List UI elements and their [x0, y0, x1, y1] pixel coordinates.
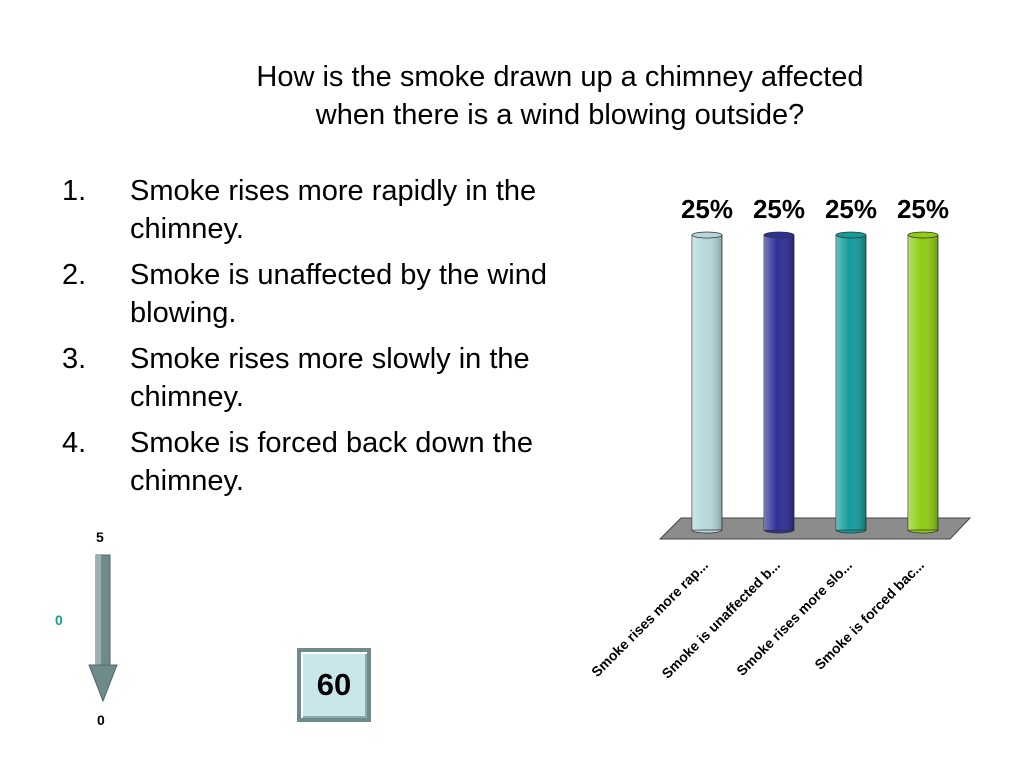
- answer-item-4: 4. Smoke is forced back down the chimney…: [62, 424, 562, 500]
- chart-value-label: 25%: [897, 194, 949, 224]
- answer-number: 3.: [62, 343, 87, 375]
- answer-text: Smoke is forced back down the chimney.: [130, 427, 533, 497]
- response-bar-chart: 25% 25% 25% 25% Smoke rises more rap...Smok…: [588, 194, 972, 682]
- countdown-timer: 60: [297, 648, 371, 722]
- answer-number: 1.: [62, 175, 87, 207]
- countdown-max-label: 5: [96, 529, 104, 545]
- chart-category-label: Smoke rises more rap...: [588, 557, 711, 680]
- answer-number: 2.: [62, 259, 87, 291]
- chart-category-label: Smoke rises more slo...: [733, 557, 855, 679]
- answer-item-3: 3. Smoke rises more slowly in the chimne…: [62, 340, 562, 416]
- answer-text: Smoke is unaffected by the wind blowing.: [130, 259, 547, 329]
- chart-value-label: 25%: [825, 194, 877, 224]
- answer-item-2: 2. Smoke is unaffected by the wind blowi…: [62, 256, 562, 332]
- chart-value-label: 25%: [681, 194, 733, 224]
- chart-category-label: Smoke is unaffected b...: [658, 557, 783, 682]
- question-line-2: when there is a wind blowing outside?: [315, 99, 805, 131]
- answer-number: 4.: [62, 427, 87, 459]
- answer-text: Smoke rises more rapidly in the chimney.: [130, 175, 537, 245]
- chart-value-label: 25%: [753, 194, 805, 224]
- answer-text: Smoke rises more slowly in the chimney.: [130, 343, 530, 413]
- answer-list: 1. Smoke rises more rapidly in the chimn…: [62, 172, 562, 508]
- answer-item-1: 1. Smoke rises more rapidly in the chimn…: [62, 172, 562, 248]
- countdown-current-label: 0: [55, 612, 63, 628]
- chart-bar-2: [763, 231, 795, 534]
- question-line-1: How is the smoke drawn up a chimney affe…: [256, 61, 864, 93]
- timer-value: 60: [316, 667, 352, 702]
- chart-bar-3: [835, 231, 867, 534]
- question-title: How is the smoke drawn up a chimney affe…: [150, 58, 970, 134]
- chart-bar-4: [907, 231, 939, 534]
- countdown-arrow-icon: [88, 554, 118, 703]
- chart-bar-1: [691, 231, 723, 534]
- chart-floor: [658, 517, 972, 540]
- countdown-min-label: 0: [97, 712, 105, 728]
